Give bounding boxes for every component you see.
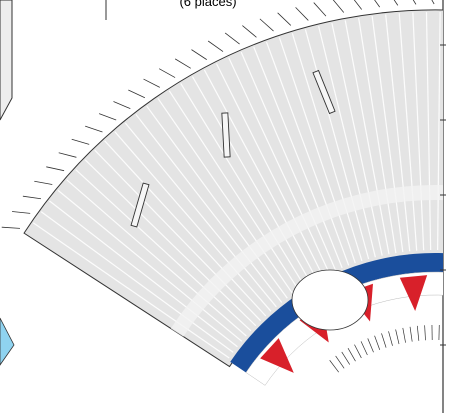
edge-tick — [313, 2, 327, 17]
pleat-line — [57, 189, 243, 342]
pleat-line — [358, 17, 397, 254]
pleat-line — [124, 122, 277, 308]
fan — [1, 0, 449, 386]
pleat-line — [385, 14, 411, 252]
inner-tick — [329, 360, 339, 373]
edge-tick — [58, 152, 77, 158]
red-tab — [399, 275, 428, 312]
inner-tick — [374, 335, 381, 350]
edge-tick — [71, 138, 90, 145]
edge-tick — [98, 113, 117, 121]
edge-tick — [224, 32, 240, 45]
inner-tick — [424, 325, 426, 341]
inner-tick — [446, 325, 447, 340]
edge-tick — [85, 125, 103, 133]
edge-tick — [113, 101, 131, 109]
pleat-line — [84, 159, 257, 327]
inner-tick — [347, 347, 356, 362]
edge-tick — [158, 68, 176, 78]
inner-tick — [335, 355, 345, 369]
slot — [312, 69, 336, 115]
pleat-line — [75, 169, 252, 332]
edge-tick — [242, 25, 257, 38]
edge-tick — [34, 180, 53, 185]
edge-tick — [295, 7, 309, 21]
inner-tick — [367, 338, 374, 353]
light-band — [170, 185, 443, 337]
pleat-line — [49, 200, 238, 348]
pleat-line — [32, 222, 230, 359]
edge-tick — [332, 0, 345, 13]
edge-tick — [353, 0, 363, 10]
pleat-line — [114, 131, 272, 312]
edge-tick — [444, 0, 449, 4]
pleat-line — [291, 33, 363, 262]
pleat-line — [371, 15, 404, 253]
edge-tick — [191, 49, 207, 60]
tab-blob — [291, 269, 369, 331]
pleat-line — [304, 29, 370, 260]
pleat-line — [265, 41, 350, 266]
pleat-line — [344, 20, 390, 255]
edge-tick — [393, 0, 399, 6]
pleat-line — [278, 37, 356, 264]
pleat-line — [203, 69, 318, 280]
pleat-line — [445, 12, 449, 250]
pleat-line — [94, 149, 262, 322]
inner-tick — [388, 331, 393, 346]
slot — [221, 112, 231, 158]
side-panel — [0, 0, 13, 121]
pleat-line — [180, 83, 306, 287]
blue-piece — [0, 317, 15, 366]
inner-tick — [341, 351, 351, 365]
edge-tick — [1, 226, 20, 229]
edge-tick — [11, 211, 31, 214]
pleat-line — [157, 97, 294, 295]
inner-tick — [381, 333, 387, 348]
pleat-line — [146, 105, 288, 299]
pleat-line — [318, 25, 376, 258]
pleat-line — [240, 51, 337, 271]
edge-tick — [277, 12, 292, 26]
pleat-line — [215, 63, 324, 277]
inner-tick — [409, 326, 413, 342]
edge-tick — [174, 58, 191, 69]
pleat-line — [168, 90, 300, 291]
pleat-line — [228, 57, 330, 274]
edge-tick — [143, 78, 160, 88]
edge-tick — [259, 18, 274, 32]
slot — [130, 182, 150, 228]
edge-tick — [128, 89, 146, 99]
edge-tick — [412, 0, 417, 5]
pleat-line — [191, 76, 312, 284]
pleat-line — [253, 46, 343, 269]
inner-tick — [402, 327, 406, 343]
annotation: (6 places) — [179, 0, 236, 9]
red-tab — [260, 338, 294, 373]
pleat-line — [412, 12, 425, 251]
pleat-line — [135, 114, 283, 303]
edge-tick — [22, 195, 42, 200]
edge-tick — [374, 0, 381, 8]
pleat-line — [104, 140, 267, 317]
edge-tick — [46, 166, 65, 172]
edge-tick — [431, 0, 435, 5]
inner-tick — [354, 344, 362, 359]
inner-tick — [360, 341, 368, 356]
pleat-line — [398, 13, 418, 251]
inner-tick — [395, 329, 400, 345]
pleat-line — [40, 211, 234, 353]
inner-tick — [416, 325, 420, 341]
pleat-line — [331, 22, 383, 256]
pleat-line — [66, 179, 247, 337]
edge-tick — [207, 40, 224, 52]
pleat-line — [425, 12, 432, 251]
pleat-line — [437, 12, 441, 251]
